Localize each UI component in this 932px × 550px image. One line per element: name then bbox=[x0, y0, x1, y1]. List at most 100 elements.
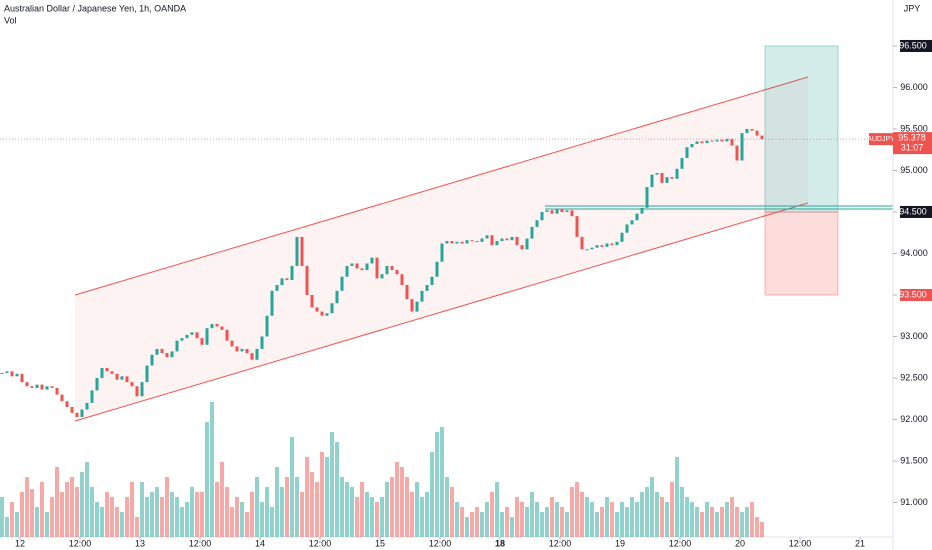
candle-body bbox=[385, 265, 389, 275]
volume-bar bbox=[5, 517, 9, 537]
candle-body bbox=[195, 332, 199, 339]
candle-body bbox=[145, 365, 149, 383]
volume-bar bbox=[115, 507, 119, 537]
volume-bar bbox=[120, 512, 124, 537]
volume-bar bbox=[715, 512, 719, 537]
volume-bar bbox=[630, 497, 634, 537]
volume-bar bbox=[325, 457, 329, 537]
volume-bar bbox=[155, 487, 159, 537]
candle-body bbox=[260, 336, 264, 349]
volume-bar bbox=[660, 497, 664, 537]
volume-bar bbox=[760, 522, 764, 537]
volume-bar bbox=[710, 507, 714, 537]
candle-body bbox=[710, 140, 714, 142]
candle-body bbox=[470, 240, 474, 242]
volume-bar bbox=[490, 492, 494, 537]
volume-bar bbox=[485, 502, 489, 537]
candle-body bbox=[275, 285, 279, 291]
stop-zone bbox=[764, 211, 839, 296]
candle-body bbox=[230, 340, 234, 347]
candle-body bbox=[170, 351, 174, 358]
volume-bar bbox=[665, 502, 669, 537]
candle-body bbox=[330, 303, 334, 314]
candle-body bbox=[320, 311, 324, 316]
volume-bar bbox=[230, 507, 234, 537]
candle-body bbox=[495, 241, 499, 246]
candle-body bbox=[110, 371, 114, 374]
entry-label: 94.500 bbox=[899, 206, 927, 216]
candle-body bbox=[325, 313, 329, 316]
volume-bar bbox=[585, 497, 589, 537]
candle-body bbox=[760, 135, 764, 139]
volume-bar bbox=[220, 462, 224, 537]
candle-body bbox=[505, 238, 509, 241]
candle-body bbox=[340, 276, 344, 291]
volume-bar bbox=[255, 477, 259, 537]
candle-body bbox=[490, 235, 494, 246]
volume-bar bbox=[650, 477, 654, 537]
volume-bar bbox=[90, 487, 94, 537]
candle-body bbox=[280, 278, 284, 286]
candle-body bbox=[235, 346, 239, 352]
candle-body bbox=[350, 263, 354, 266]
candle-body bbox=[390, 265, 394, 271]
candle-body bbox=[180, 338, 184, 341]
candle-body bbox=[455, 241, 459, 244]
candle-body bbox=[690, 143, 694, 148]
candle-body bbox=[650, 174, 654, 188]
chart-title: Australian Dollar / Japanese Yen, 1h, OA… bbox=[4, 3, 186, 13]
volume-bar bbox=[525, 507, 529, 537]
candle-body bbox=[375, 257, 379, 279]
x-tick-label: 12 bbox=[15, 538, 25, 548]
volume-bar bbox=[640, 492, 644, 537]
volume-bar bbox=[465, 517, 469, 537]
volume-bar bbox=[725, 502, 729, 537]
candle-body bbox=[190, 332, 194, 335]
volume-bar bbox=[635, 502, 639, 537]
volume-bar bbox=[195, 492, 199, 537]
volume-bar bbox=[55, 467, 59, 537]
volume-bar bbox=[50, 497, 54, 537]
x-tick-label: 19 bbox=[615, 538, 625, 548]
volume-bar bbox=[425, 492, 429, 537]
volume-bar bbox=[125, 497, 129, 537]
volume-bar bbox=[15, 512, 19, 537]
volume-bar bbox=[500, 512, 504, 537]
candle-body bbox=[405, 285, 409, 300]
candle-body bbox=[520, 245, 524, 250]
volume-bar bbox=[430, 452, 434, 537]
candle-body bbox=[90, 390, 94, 403]
volume-bar bbox=[315, 482, 319, 537]
candle-body bbox=[40, 384, 44, 390]
x-tick-label: 15 bbox=[375, 538, 385, 548]
y-tick-label: 91.000 bbox=[900, 497, 928, 507]
volume-bar bbox=[265, 487, 269, 537]
volume-bar bbox=[215, 482, 219, 537]
volume-bar bbox=[395, 462, 399, 537]
candle-body bbox=[720, 139, 724, 142]
candle-body bbox=[480, 238, 484, 242]
volume-bar bbox=[170, 492, 174, 537]
volume-bar bbox=[225, 487, 229, 537]
volume-bar bbox=[160, 497, 164, 537]
candle-body bbox=[65, 401, 69, 408]
volume-bar bbox=[100, 507, 104, 537]
candle-body bbox=[355, 263, 359, 269]
volume-bar bbox=[600, 507, 604, 537]
volume-bar bbox=[390, 477, 394, 537]
volume-bar bbox=[110, 497, 114, 537]
volume-bar bbox=[750, 502, 754, 537]
x-tick-label: 12:00 bbox=[189, 538, 212, 548]
volume-bar bbox=[680, 487, 684, 537]
volume-bar bbox=[165, 477, 169, 537]
candle-body bbox=[425, 285, 429, 291]
candle-body bbox=[210, 324, 214, 329]
volume-bar bbox=[340, 477, 344, 537]
volume-bar bbox=[345, 482, 349, 537]
candle-body bbox=[430, 276, 434, 286]
candle-body bbox=[255, 348, 259, 360]
candle-body bbox=[625, 224, 629, 233]
volume-bar bbox=[355, 497, 359, 537]
x-tick-label: 20 bbox=[735, 538, 745, 548]
candle-body bbox=[10, 371, 14, 377]
